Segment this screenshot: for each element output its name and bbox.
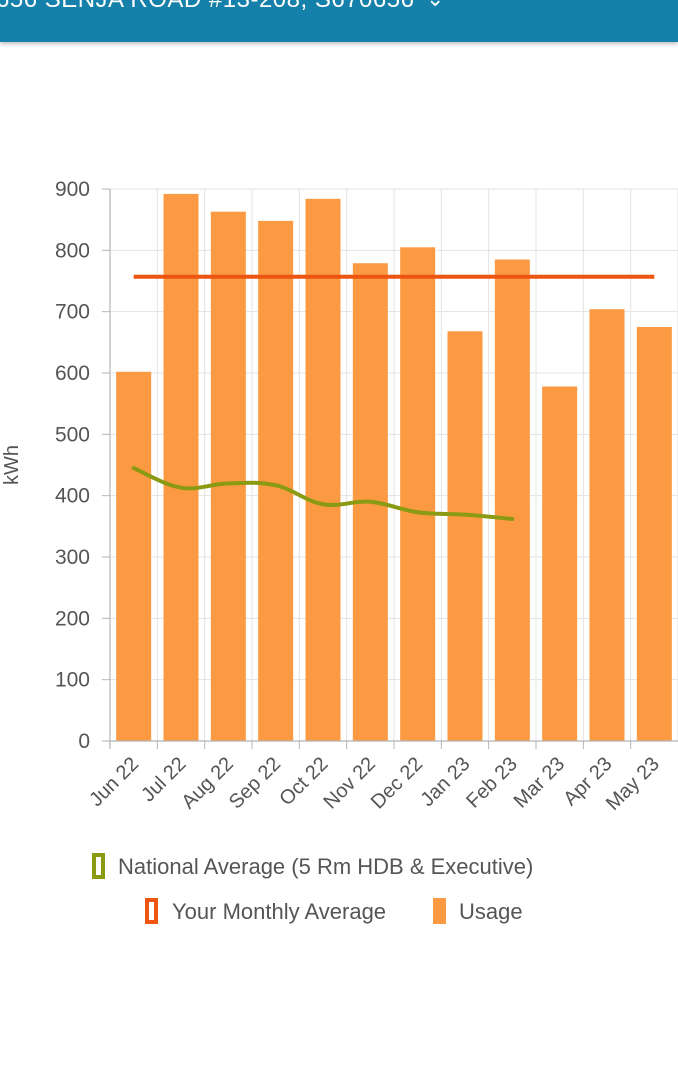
y-tick-label: 600	[55, 362, 90, 385]
legend-label-usage: Usage	[459, 899, 523, 924]
legend-label-monthly: Your Monthly Average	[172, 899, 386, 924]
x-tick-label: Feb 23	[462, 753, 522, 813]
y-tick-label: 200	[55, 607, 90, 630]
usage-bar	[210, 211, 246, 741]
legend-marker-usage	[433, 898, 446, 924]
chevron-icon[interactable]: ⌄	[426, 0, 444, 12]
y-tick-label: 800	[55, 239, 90, 262]
legend-marker-national	[92, 853, 105, 879]
legend-marker-monthly	[145, 898, 158, 924]
x-tick-label: Jun 22	[85, 753, 143, 811]
usage-bar	[116, 371, 152, 741]
app-header: 656 SENJA ROAD #13-208, S670656 ⌄	[0, 0, 678, 42]
x-tick-label: Aug 22	[177, 753, 237, 813]
legend-label-national: National Average (5 Rm HDB & Executive)	[118, 854, 533, 879]
usage-bars	[116, 193, 672, 742]
usage-bar	[163, 193, 199, 741]
x-tick-label: Mar 23	[510, 753, 570, 813]
address-title: 656 SENJA ROAD #13-208, S670656	[0, 0, 414, 14]
x-tick-label: Jan 23	[417, 753, 475, 811]
usage-bar	[542, 386, 578, 741]
chart-legend: National Average (5 Rm HDB & Executive) Y…	[92, 853, 533, 924]
usage-bar	[636, 327, 672, 741]
x-tick-label: Nov 22	[319, 753, 379, 813]
usage-bar	[494, 259, 530, 741]
y-tick-label: 700	[55, 301, 90, 324]
x-tick-label: Sep 22	[225, 753, 285, 813]
y-tick-label: 900	[55, 178, 90, 201]
y-tick-label: 100	[55, 669, 90, 692]
average-lines	[131, 274, 655, 521]
x-tick-label: Dec 22	[367, 753, 427, 813]
y-tick-label: 300	[55, 546, 90, 569]
y-tick-label: 500	[55, 423, 90, 446]
usage-bar	[305, 198, 341, 741]
y-tick-label: 400	[55, 485, 90, 508]
usage-bar	[400, 247, 436, 741]
y-tick-label: 0	[78, 730, 90, 753]
usage-bar	[258, 220, 294, 742]
x-tick-label: May 23	[602, 753, 664, 815]
national-average-line	[131, 466, 515, 521]
usage-bar	[589, 309, 625, 741]
usage-bar	[447, 331, 483, 741]
y-axis-label: kWh	[1, 445, 23, 485]
